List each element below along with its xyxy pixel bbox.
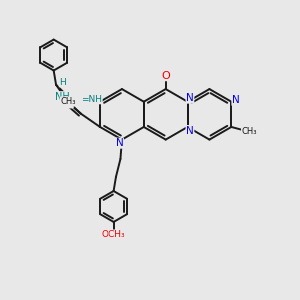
Text: CH₃: CH₃ <box>242 127 257 136</box>
Text: NH: NH <box>55 92 69 102</box>
Text: N: N <box>186 93 194 103</box>
Text: =NH: =NH <box>81 95 102 104</box>
Text: N: N <box>116 138 123 148</box>
Text: H: H <box>59 78 66 87</box>
Text: O: O <box>64 98 73 108</box>
Text: CH₃: CH₃ <box>60 97 76 106</box>
Text: O: O <box>161 71 170 81</box>
Text: N: N <box>232 95 240 105</box>
Text: N: N <box>186 125 194 136</box>
Text: OCH₃: OCH₃ <box>102 230 125 239</box>
